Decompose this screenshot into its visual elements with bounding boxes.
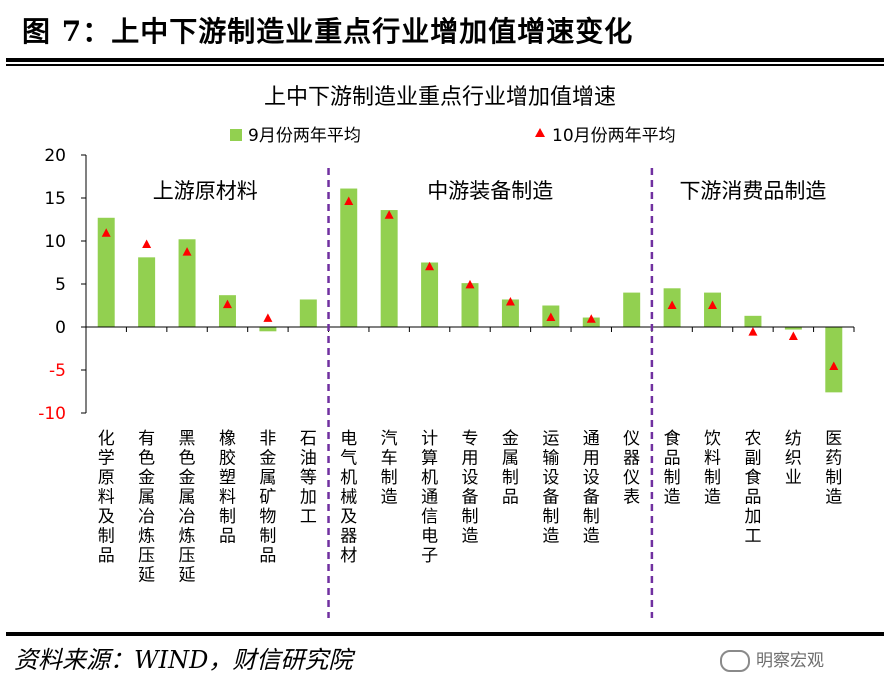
y-tick-label: -10 <box>38 404 66 424</box>
title-rule <box>6 58 884 62</box>
y-tick-label: 10 <box>44 232 66 252</box>
oct-marker <box>101 228 111 237</box>
x-tick-label: 有色金属冶炼压延 <box>138 429 155 586</box>
x-tick-label: 金属制品 <box>502 429 519 508</box>
x-tick-label: 食品制造 <box>664 429 681 508</box>
chart-title: 上中下游制造业重点行业增加值增速 <box>264 85 616 110</box>
oct-marker <box>425 261 435 271</box>
title-rule-thin <box>6 64 884 66</box>
bar <box>138 257 156 327</box>
y-tick-label: 5 <box>55 275 66 295</box>
group-label: 上游原材料 <box>153 179 258 203</box>
bar <box>784 327 802 330</box>
x-tick-label: 运输设备制造 <box>542 429 559 547</box>
legend-bar-swatch <box>230 129 242 141</box>
x-tick-label: 汽车制造 <box>381 429 398 508</box>
oct-marker <box>829 361 839 371</box>
bar <box>340 188 358 327</box>
figure-title: 图 7：上中下游制造业重点行业增加值增速变化 <box>22 15 634 48</box>
oct-marker <box>748 327 758 336</box>
oct-marker <box>222 299 232 309</box>
x-tick-label: 非金属矿物制品 <box>259 429 276 566</box>
x-tick-label: 专用设备制造 <box>462 429 479 547</box>
bar <box>744 315 762 327</box>
oct-marker <box>667 300 677 309</box>
legend: 9月份两年平均 10月份两年平均 <box>230 126 676 146</box>
bar <box>421 262 439 327</box>
oct-marker <box>505 297 515 306</box>
oct-marker <box>263 313 273 322</box>
y-tick-label: 0 <box>55 318 66 338</box>
oct-marker <box>586 314 596 323</box>
group-label: 下游消费品制造 <box>679 179 826 203</box>
watermark: 明察宏观 <box>720 646 824 672</box>
x-tick-label: 橡胶塑料制品 <box>219 429 236 547</box>
oct-marker <box>344 196 354 205</box>
oct-marker <box>465 279 475 289</box>
source-rule <box>6 632 884 636</box>
legend-label-sep: 9月份两年平均 <box>248 126 361 146</box>
x-tick-label: 计算机通信电子 <box>421 429 438 566</box>
x-tick-label: 通用设备制造 <box>583 429 600 547</box>
x-tick-label: 石油等加工 <box>300 429 317 527</box>
y-tick-label: 15 <box>44 189 66 209</box>
x-tick-label: 医药制造 <box>825 429 842 508</box>
legend-marker-swatch <box>535 128 545 137</box>
y-tick-label: -5 <box>49 361 66 381</box>
bar <box>218 295 236 327</box>
oct-marker <box>708 300 718 309</box>
x-tick-label: 饮料制造 <box>704 429 721 508</box>
x-tick-label: 纺织业 <box>785 429 802 488</box>
x-tick-label: 化学原料及制品 <box>98 429 115 566</box>
bar <box>623 292 641 327</box>
x-tick-label: 黑色金属冶炼压延 <box>179 429 196 586</box>
bar <box>501 299 519 327</box>
group-label: 中游装备制造 <box>427 179 553 203</box>
oct-marker <box>384 210 394 219</box>
oct-marker <box>546 312 556 322</box>
bar <box>704 292 722 327</box>
bar <box>380 210 398 327</box>
wechat-icon <box>720 650 750 672</box>
x-tick-label: 仪器仪表 <box>623 429 640 508</box>
y-tick-label: 20 <box>44 146 66 166</box>
bar <box>825 327 843 393</box>
oct-marker <box>142 239 152 248</box>
source-note: 资料来源：WIND，财信研究院 <box>14 646 353 674</box>
oct-marker <box>182 247 192 256</box>
bar <box>97 217 115 327</box>
bar <box>461 283 479 327</box>
bar <box>259 327 277 332</box>
watermark-text: 明察宏观 <box>756 651 824 671</box>
legend-label-oct: 10月份两年平均 <box>552 126 676 146</box>
oct-marker <box>788 331 798 340</box>
bar <box>299 299 317 327</box>
x-tick-label: 电气机械及器材 <box>340 429 357 566</box>
x-tick-label: 农副食品加工 <box>744 429 761 547</box>
bar <box>178 239 196 327</box>
